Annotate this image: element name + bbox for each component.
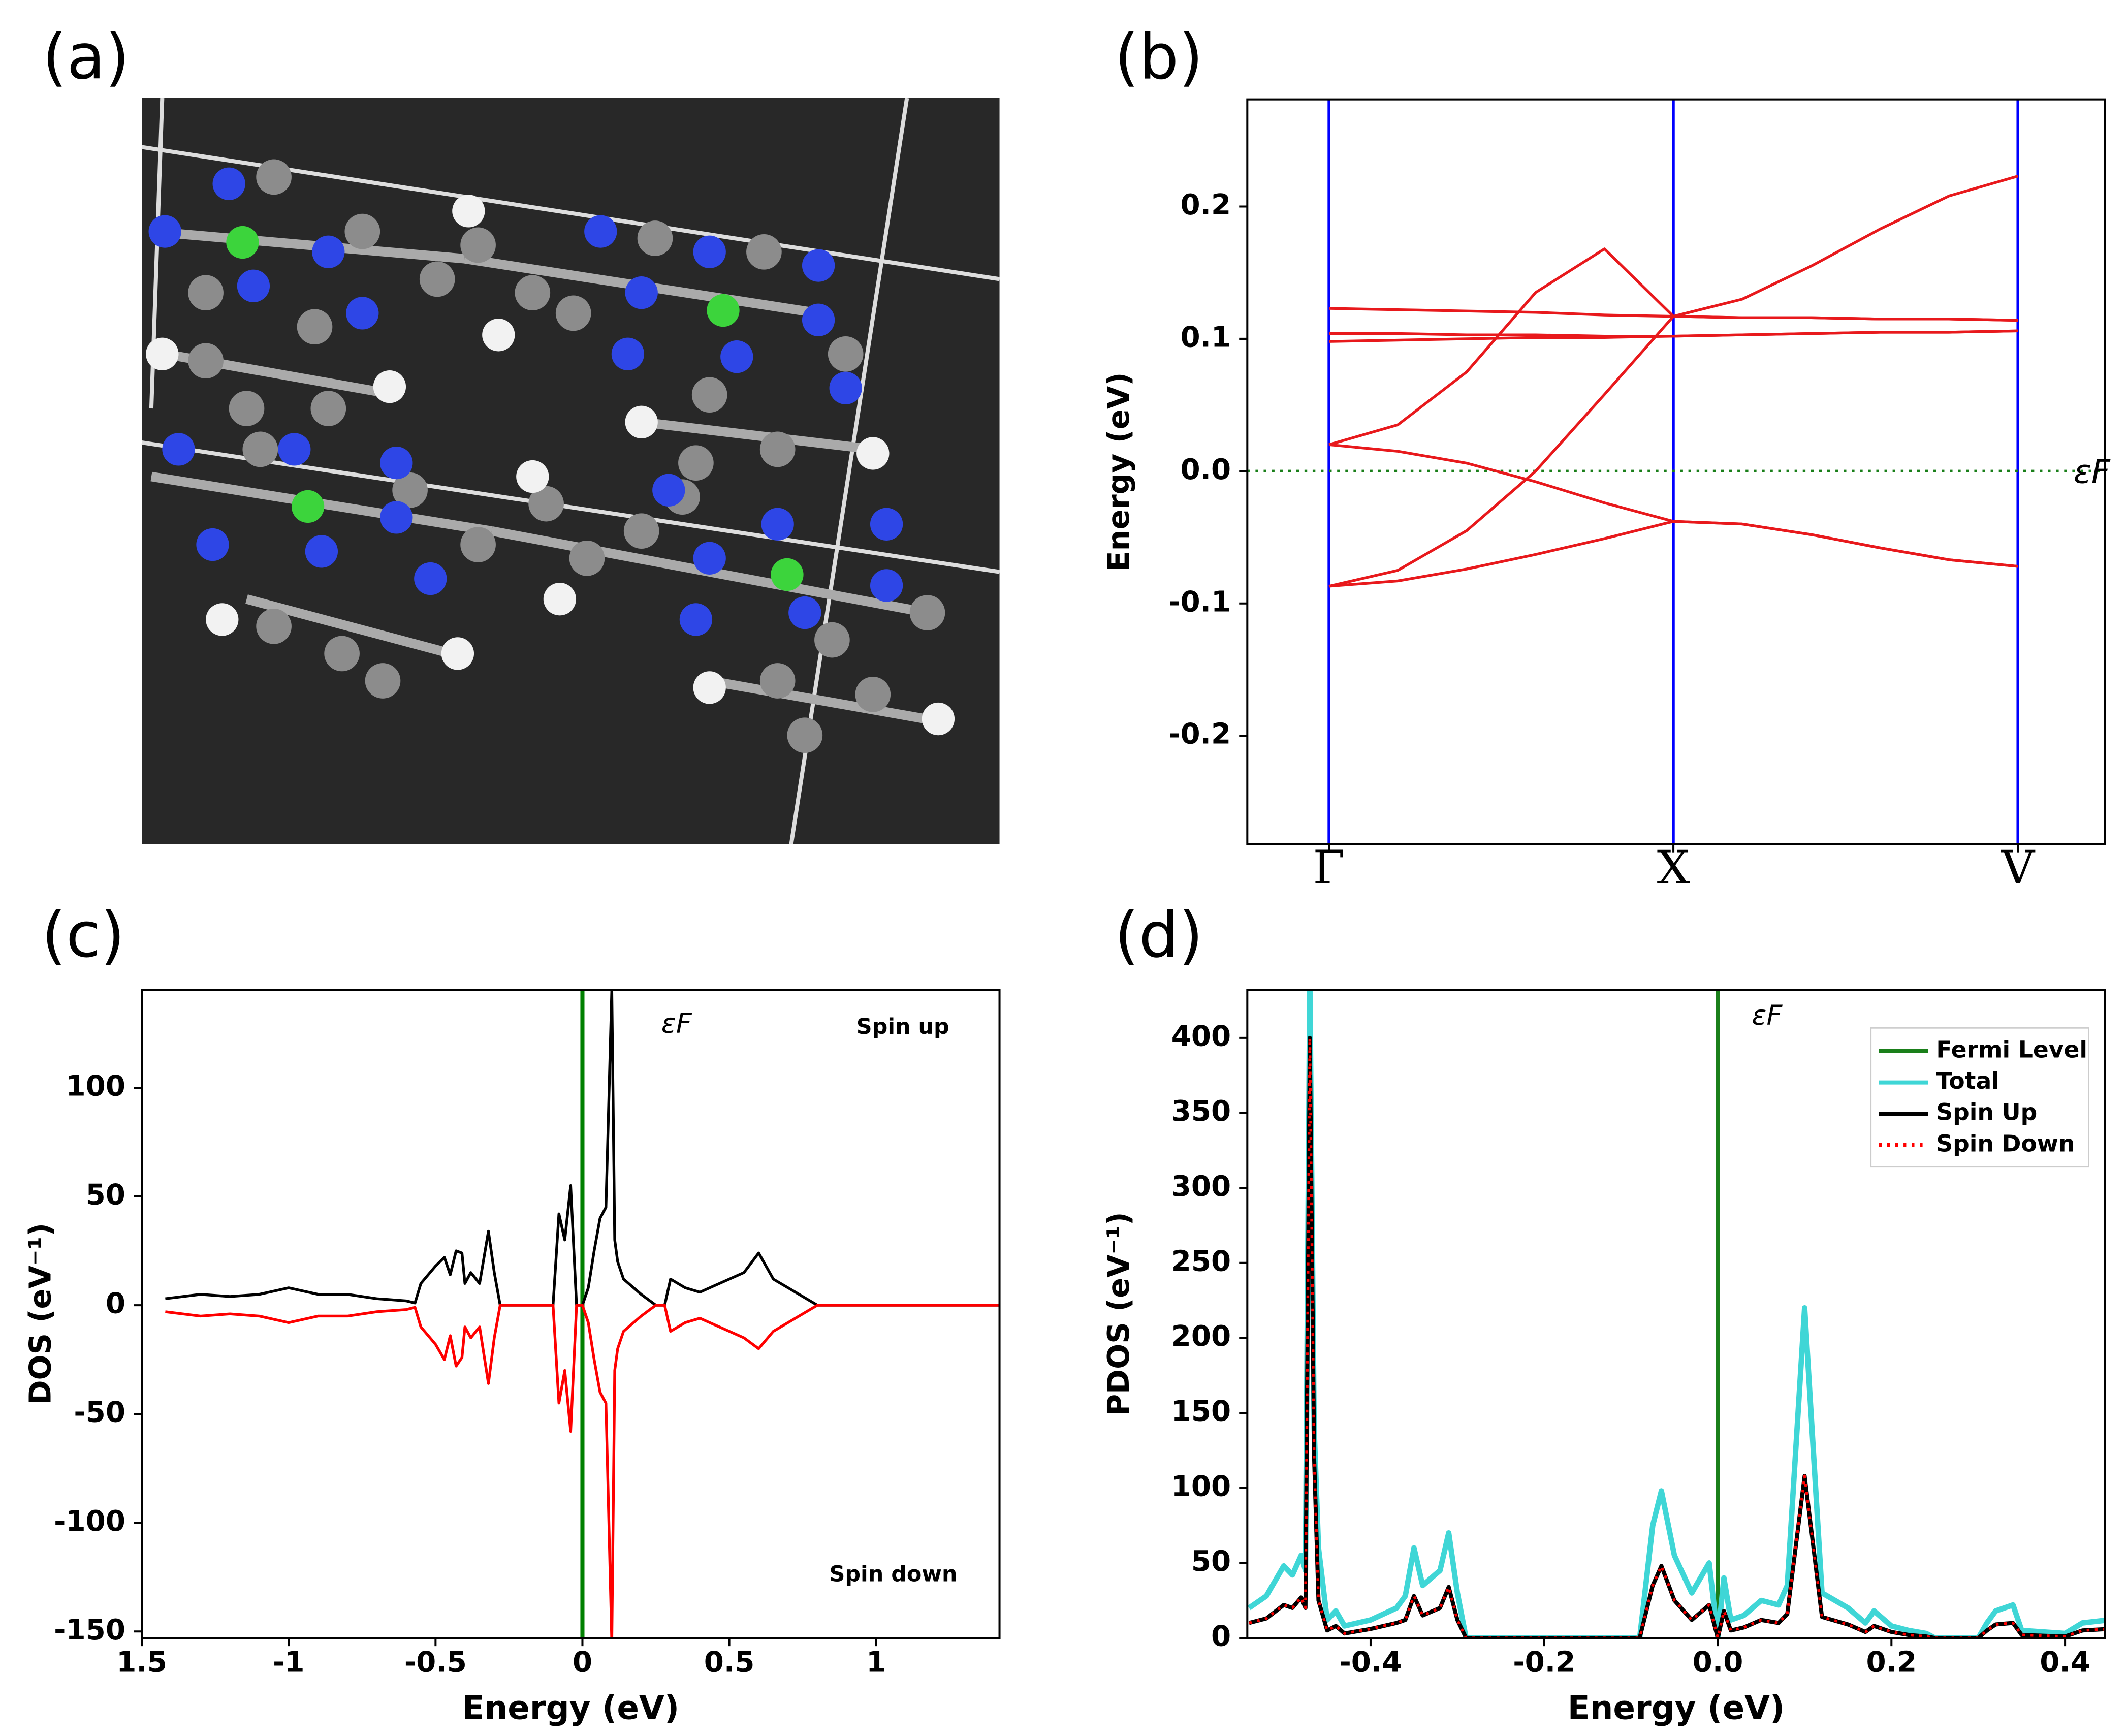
- fermi-label: εF: [1752, 999, 1783, 1031]
- y-tick-label: 0.1: [1180, 321, 1231, 354]
- x-axis-label: Energy (eV): [462, 1689, 680, 1727]
- y-axis-label: DOS (eV⁻¹): [23, 1223, 58, 1405]
- x-tick-label: -0.5: [404, 1646, 467, 1679]
- structure-image: [141, 98, 1000, 845]
- y-tick-label: -150: [54, 1614, 125, 1647]
- y-tick-label: 50: [86, 1179, 125, 1212]
- y-tick-label: 0: [1211, 1620, 1231, 1653]
- x-tick-label: -0.2: [1513, 1646, 1575, 1679]
- y-tick-label: 0.2: [1180, 188, 1231, 222]
- y-tick-label: 150: [1171, 1395, 1231, 1428]
- plot-frame: [1246, 989, 2106, 1639]
- panel-label: (d): [1115, 899, 1203, 972]
- plot-frame: [1246, 98, 2106, 845]
- panel-label: (c): [42, 899, 125, 972]
- x-tick-label: 1.5: [116, 1646, 167, 1679]
- x-tick-label: 0.5: [704, 1646, 755, 1679]
- x-tick-label: Γ: [1313, 841, 1345, 895]
- annotation: Spin up: [856, 1014, 949, 1039]
- fermi-label: εF: [661, 1007, 692, 1039]
- y-tick-label: 200: [1171, 1320, 1231, 1353]
- x-tick-label: 0.4: [2040, 1646, 2090, 1679]
- x-tick-label: 0.0: [1693, 1646, 1743, 1679]
- y-tick-label: -100: [54, 1505, 125, 1538]
- y-tick-label: 350: [1171, 1095, 1231, 1128]
- panel: (c) -150 -100 -50 0 50 100 1.5 -1 -0.5 0 0.5 1 εF DOS …: [23, 899, 1001, 1727]
- x-tick-label: V: [2001, 841, 2036, 895]
- x-tick-label: X: [1657, 841, 1690, 895]
- x-tick-label: -1: [273, 1646, 305, 1679]
- series-line: [1328, 329, 2018, 343]
- y-tick-label: -50: [74, 1396, 125, 1429]
- legend-label: Spin Up: [1936, 1099, 2037, 1126]
- panel-label: (b): [1115, 21, 1203, 93]
- plot-frame: [141, 989, 1001, 1639]
- series-line: [1328, 307, 2018, 322]
- legend-label: Total: [1936, 1067, 1999, 1094]
- y-tick-label: 400: [1171, 1020, 1231, 1053]
- panel: (d) 0 50 100 150 200 250 300 350 400 -0.4 -0.2 0.0 0.…: [1101, 899, 2106, 1727]
- y-tick-label: 0.0: [1180, 453, 1231, 486]
- annotation: Spin down: [829, 1561, 957, 1587]
- legend-label: Spin Down: [1936, 1130, 2075, 1157]
- y-tick-label: -0.1: [1168, 585, 1231, 618]
- y-tick-label: 100: [1171, 1470, 1231, 1503]
- y-axis-label: Energy (eV): [1101, 372, 1136, 572]
- y-tick-label: 300: [1171, 1170, 1231, 1203]
- y-tick-label: 0: [106, 1287, 125, 1320]
- series-line: [165, 1304, 1000, 1638]
- y-tick-label: 100: [66, 1070, 125, 1103]
- panel-label: (a): [42, 21, 130, 93]
- y-axis-label: PDOS (eV⁻¹): [1101, 1212, 1136, 1416]
- y-tick-label: 50: [1191, 1545, 1231, 1578]
- series-line: [165, 990, 1000, 1307]
- y-tick-label: -0.2: [1168, 718, 1231, 751]
- x-tick-label: 0: [573, 1646, 592, 1679]
- legend-label: Fermi Level: [1936, 1036, 2087, 1063]
- x-tick-label: -0.4: [1339, 1646, 1402, 1679]
- x-tick-label: 1: [866, 1646, 886, 1679]
- series-line: [1328, 520, 2018, 588]
- y-tick-label: 250: [1171, 1245, 1231, 1278]
- x-axis-label: Energy (eV): [1568, 1689, 1785, 1727]
- x-tick-label: 0.2: [1866, 1646, 1917, 1679]
